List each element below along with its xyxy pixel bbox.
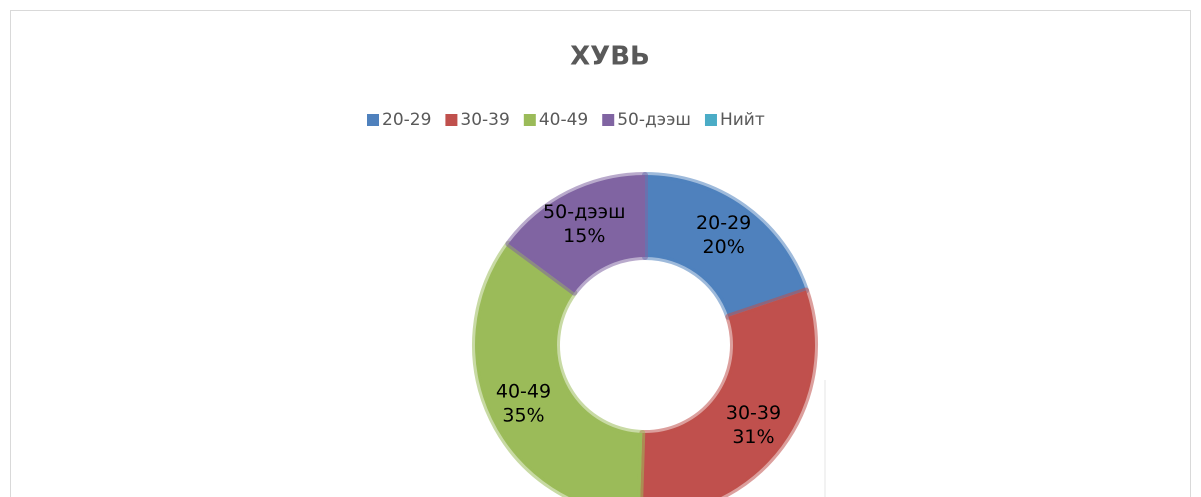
legend: 20-29 30-39 40-49 50-дээш Нийт: [367, 110, 765, 130]
donut-slice: [472, 240, 646, 497]
data-label-category: 50-дээш: [543, 201, 625, 223]
legend-swatch: [602, 114, 615, 126]
donut-slice: [637, 287, 818, 497]
donut: [472, 172, 818, 497]
data-label-value: 20%: [703, 236, 745, 258]
data-label-category: 30-39: [726, 402, 781, 424]
chart-title: ХУВЬ: [570, 42, 650, 72]
donut-slice: [642, 172, 810, 320]
donut-slice: [505, 172, 648, 296]
legend-swatch: [704, 114, 717, 126]
legend-swatch: [367, 114, 379, 126]
data-label-value: 35%: [502, 404, 544, 426]
data-label-value: 31%: [732, 426, 774, 448]
legend-swatch: [523, 114, 536, 126]
legend-label: 20-29: [382, 110, 431, 130]
legend-label: Нийт: [720, 110, 765, 130]
legend-label: 30-39: [460, 110, 509, 130]
legend-label: 50-дээш: [617, 110, 691, 130]
legend-swatch: [445, 114, 458, 126]
legend-label: 40-49: [539, 110, 588, 130]
data-label-value: 15%: [563, 225, 605, 247]
data-label-category: 20-29: [696, 212, 751, 234]
data-label-category: 40-49: [496, 380, 551, 402]
